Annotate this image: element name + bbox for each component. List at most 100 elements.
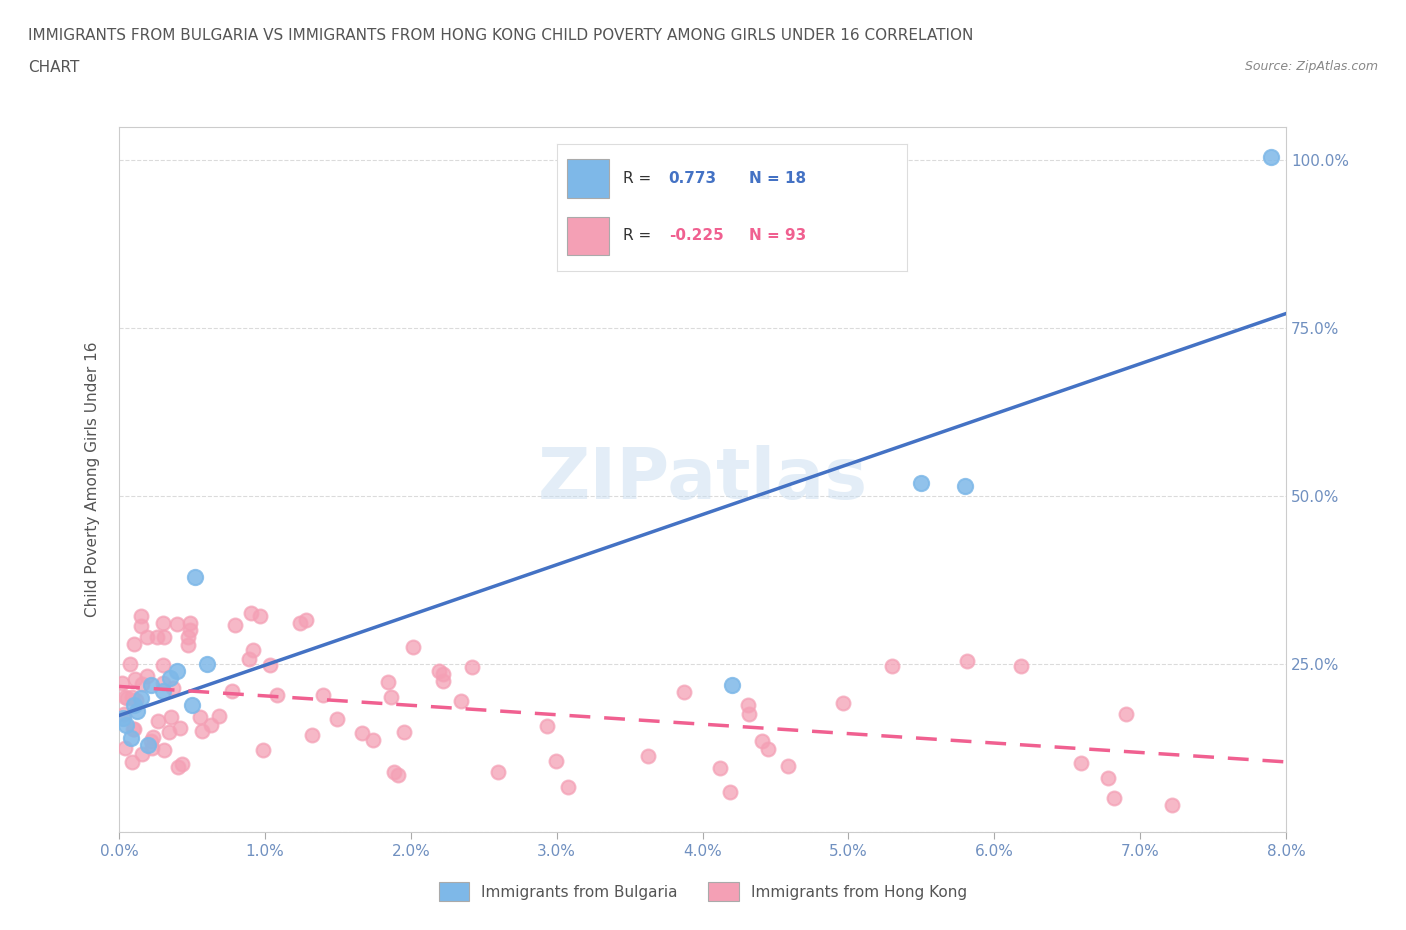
Point xyxy=(221,684,243,698)
Point xyxy=(208,709,231,724)
Point xyxy=(111,676,134,691)
Text: IMMIGRANTS FROM BULGARIA VS IMMIGRANTS FROM HONG KONG CHILD POVERTY AMONG GIRLS : IMMIGRANTS FROM BULGARIA VS IMMIGRANTS F… xyxy=(28,28,973,43)
Point xyxy=(486,764,509,779)
Point xyxy=(377,674,399,689)
Point xyxy=(162,681,184,696)
Point xyxy=(114,689,136,704)
Point xyxy=(152,616,174,631)
Point xyxy=(1160,798,1182,813)
Point xyxy=(121,722,143,737)
Point xyxy=(1115,707,1137,722)
Point xyxy=(402,639,425,654)
Point xyxy=(136,737,159,752)
Point xyxy=(238,652,260,667)
Point xyxy=(136,669,159,684)
Point xyxy=(195,657,218,671)
Point xyxy=(112,711,135,725)
Point xyxy=(135,630,157,644)
Point xyxy=(557,780,579,795)
Point xyxy=(115,717,138,732)
Point xyxy=(1070,756,1092,771)
Point xyxy=(382,764,405,779)
Point xyxy=(146,630,169,644)
Point xyxy=(112,707,135,722)
Point xyxy=(152,658,174,672)
Point xyxy=(432,673,454,688)
Point xyxy=(179,623,201,638)
Point xyxy=(139,677,162,692)
Point xyxy=(432,667,454,682)
Point xyxy=(191,724,214,738)
Point xyxy=(124,671,146,686)
Point xyxy=(177,637,200,652)
Point xyxy=(544,753,567,768)
Point xyxy=(718,785,741,800)
Point xyxy=(450,694,472,709)
Point xyxy=(179,616,201,631)
Point xyxy=(152,676,174,691)
Point xyxy=(153,630,176,644)
Point xyxy=(1104,790,1126,805)
Point xyxy=(672,684,695,699)
Point xyxy=(177,630,200,644)
Point xyxy=(953,479,976,494)
Point xyxy=(114,740,136,755)
Point xyxy=(720,677,742,692)
Point xyxy=(125,704,148,719)
Point xyxy=(751,734,773,749)
Point xyxy=(125,693,148,708)
Point xyxy=(392,725,415,740)
Point xyxy=(301,728,323,743)
Point xyxy=(121,689,143,704)
Point xyxy=(1010,658,1032,673)
Point xyxy=(160,710,183,724)
Point xyxy=(259,658,281,672)
Point xyxy=(252,742,274,757)
Point xyxy=(146,713,169,728)
Point xyxy=(157,724,180,739)
Point xyxy=(910,475,932,490)
Legend: Immigrants from Bulgaria, Immigrants from Hong Kong: Immigrants from Bulgaria, Immigrants fro… xyxy=(426,870,980,913)
Point xyxy=(737,698,759,712)
Point xyxy=(159,671,181,685)
Point xyxy=(294,613,316,628)
Point xyxy=(1097,771,1119,786)
Point xyxy=(166,664,188,679)
Point xyxy=(880,659,903,674)
Point xyxy=(122,698,145,712)
Point xyxy=(709,761,731,776)
Point xyxy=(169,721,191,736)
Point xyxy=(224,618,246,632)
Point xyxy=(181,698,204,712)
Point xyxy=(536,719,558,734)
Point xyxy=(184,569,207,584)
Point xyxy=(131,747,153,762)
Point xyxy=(167,760,190,775)
Point xyxy=(131,677,153,692)
Point xyxy=(637,749,659,764)
Point xyxy=(152,684,174,698)
Point xyxy=(290,616,312,631)
Point xyxy=(120,731,142,746)
Point xyxy=(778,758,800,773)
Point xyxy=(266,687,288,702)
Text: CHART: CHART xyxy=(28,60,80,75)
Point xyxy=(242,643,264,658)
Text: ZIPatlas: ZIPatlas xyxy=(537,445,868,514)
Point xyxy=(122,637,145,652)
Point xyxy=(120,657,142,671)
Text: Source: ZipAtlas.com: Source: ZipAtlas.com xyxy=(1244,60,1378,73)
Point xyxy=(380,689,402,704)
Point xyxy=(200,718,222,733)
Point xyxy=(131,609,153,624)
Point xyxy=(129,690,152,705)
Point xyxy=(387,767,409,782)
Point xyxy=(121,754,143,769)
Point xyxy=(1260,150,1282,165)
Point xyxy=(141,740,163,755)
Point xyxy=(956,654,979,669)
Point xyxy=(326,711,349,726)
Point xyxy=(831,696,853,711)
Point xyxy=(188,710,211,724)
Point xyxy=(427,664,450,679)
